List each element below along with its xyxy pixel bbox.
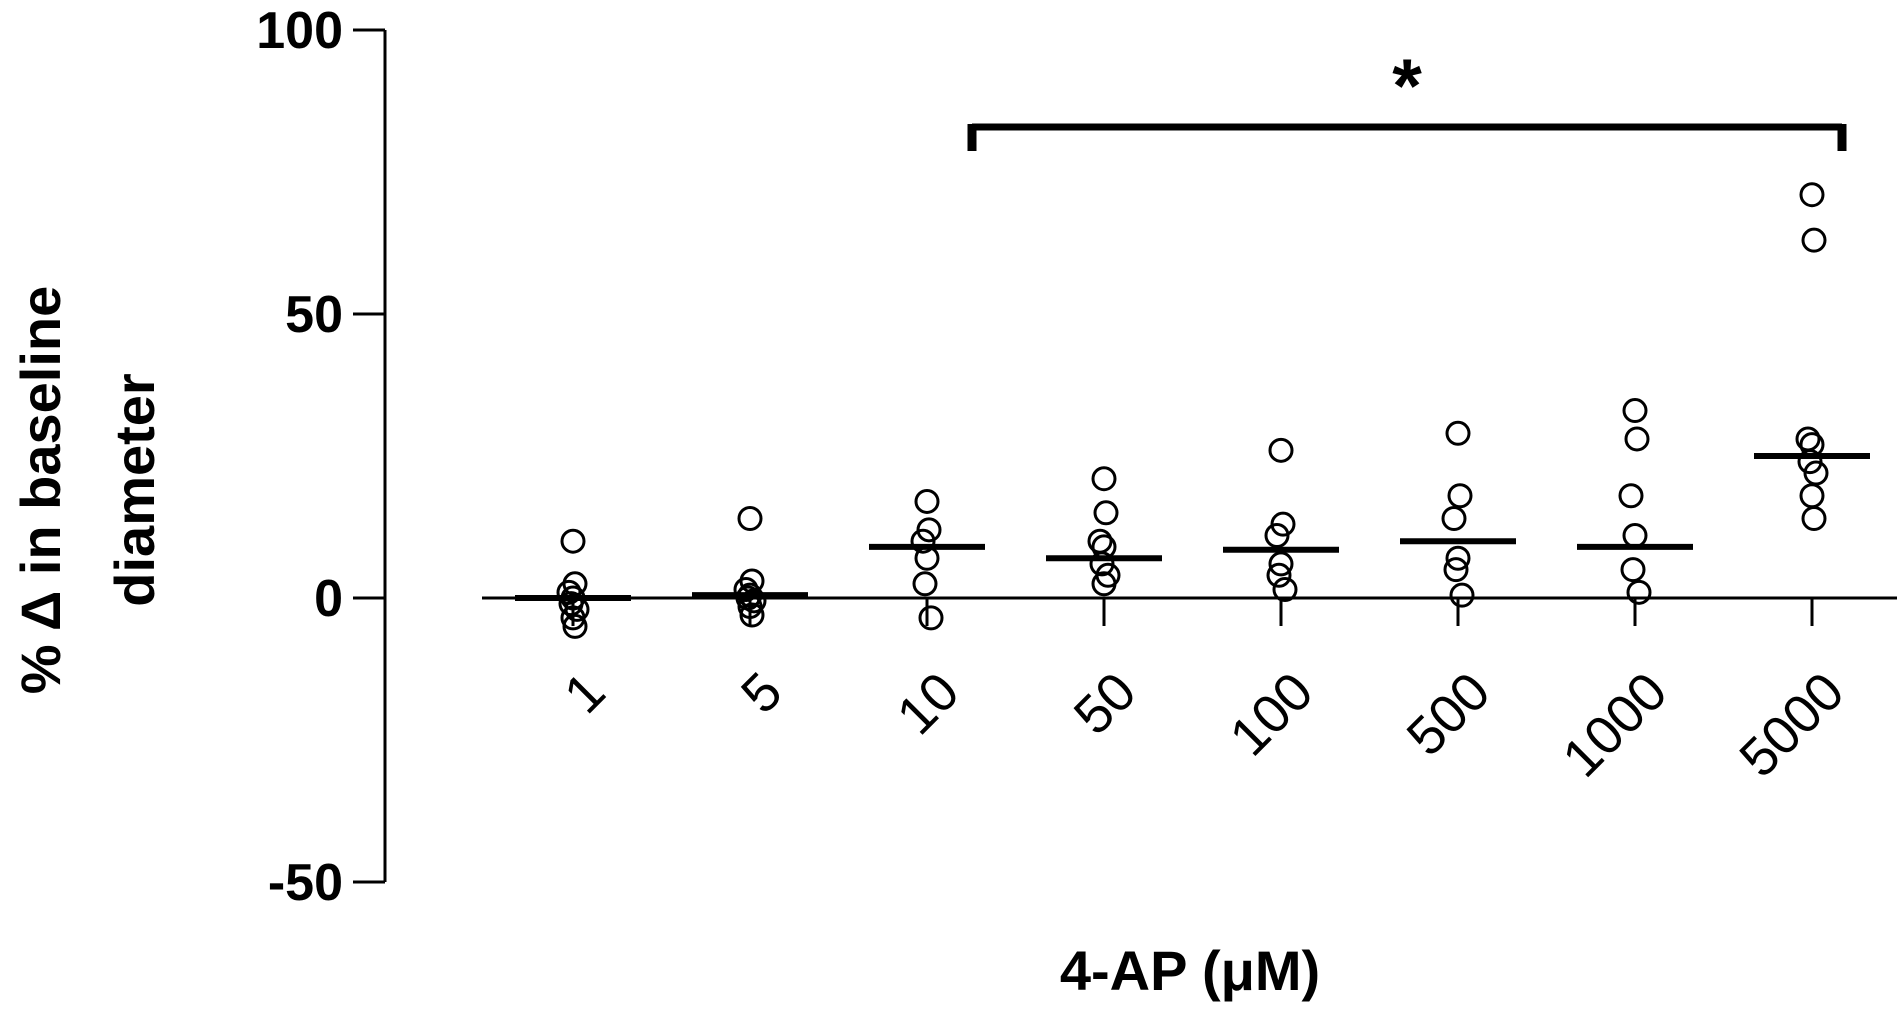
data-point (1443, 557, 1469, 583)
data-point (1441, 505, 1467, 531)
data-point (1801, 227, 1827, 253)
x-tick-label: 5000 (1728, 661, 1855, 788)
y-tick-label: 100 (256, 2, 343, 60)
data-point (1449, 582, 1475, 608)
y-tick-label: -50 (268, 854, 343, 912)
data-point (1624, 426, 1650, 452)
data-point (1799, 483, 1825, 509)
y-axis: -50 0 50 100 (256, 2, 387, 912)
data-point (1801, 505, 1827, 531)
data-point (562, 613, 588, 639)
data-point (918, 605, 944, 631)
data-point (1445, 420, 1471, 446)
data-point (1093, 500, 1119, 526)
x-axis-title: 4-AP (μM) (1060, 939, 1320, 1002)
data-point (914, 488, 940, 514)
data-point (1445, 545, 1471, 571)
data-point (1268, 437, 1294, 463)
data-point (1618, 483, 1644, 509)
y-tick-label: 50 (285, 286, 343, 344)
data-point (910, 528, 936, 554)
y-axis-title-line-1: % Δ in baseline (9, 286, 72, 695)
data-point (1264, 523, 1290, 549)
x-tick-label: 50 (1063, 661, 1148, 746)
data-point (1626, 579, 1652, 605)
data-point (739, 602, 765, 628)
data-point (1091, 466, 1117, 492)
y-tick-label: 0 (314, 570, 343, 628)
significance-bracket: * (967, 44, 1847, 151)
data-point (1091, 571, 1117, 597)
data-point (1620, 557, 1646, 583)
data-point (912, 571, 938, 597)
data-point (1268, 551, 1294, 577)
x-tick-label: 10 (886, 661, 971, 746)
data-point (1622, 398, 1648, 424)
data-point (1266, 562, 1292, 588)
y-axis-title-line-2: diameter (103, 373, 166, 606)
data-marks (515, 182, 1870, 639)
significance-label: * (1392, 44, 1422, 129)
x-axis: 1 5 10 50 100 500 1000 5000 (482, 596, 1897, 789)
x-tick-label: 5 (730, 661, 794, 725)
data-point (737, 505, 763, 531)
x-tick-label: 100 (1218, 661, 1324, 767)
x-tick-label: 1000 (1551, 661, 1678, 788)
data-point (741, 588, 767, 614)
data-point (1622, 523, 1648, 549)
y-axis-title: % Δ in baseline diameter (9, 286, 166, 695)
data-point (1799, 182, 1825, 208)
data-point (1447, 483, 1473, 509)
x-tick-label: 500 (1395, 661, 1501, 767)
x-tick-label: 1 (553, 661, 617, 725)
data-point (1272, 576, 1298, 602)
data-point (560, 528, 586, 554)
